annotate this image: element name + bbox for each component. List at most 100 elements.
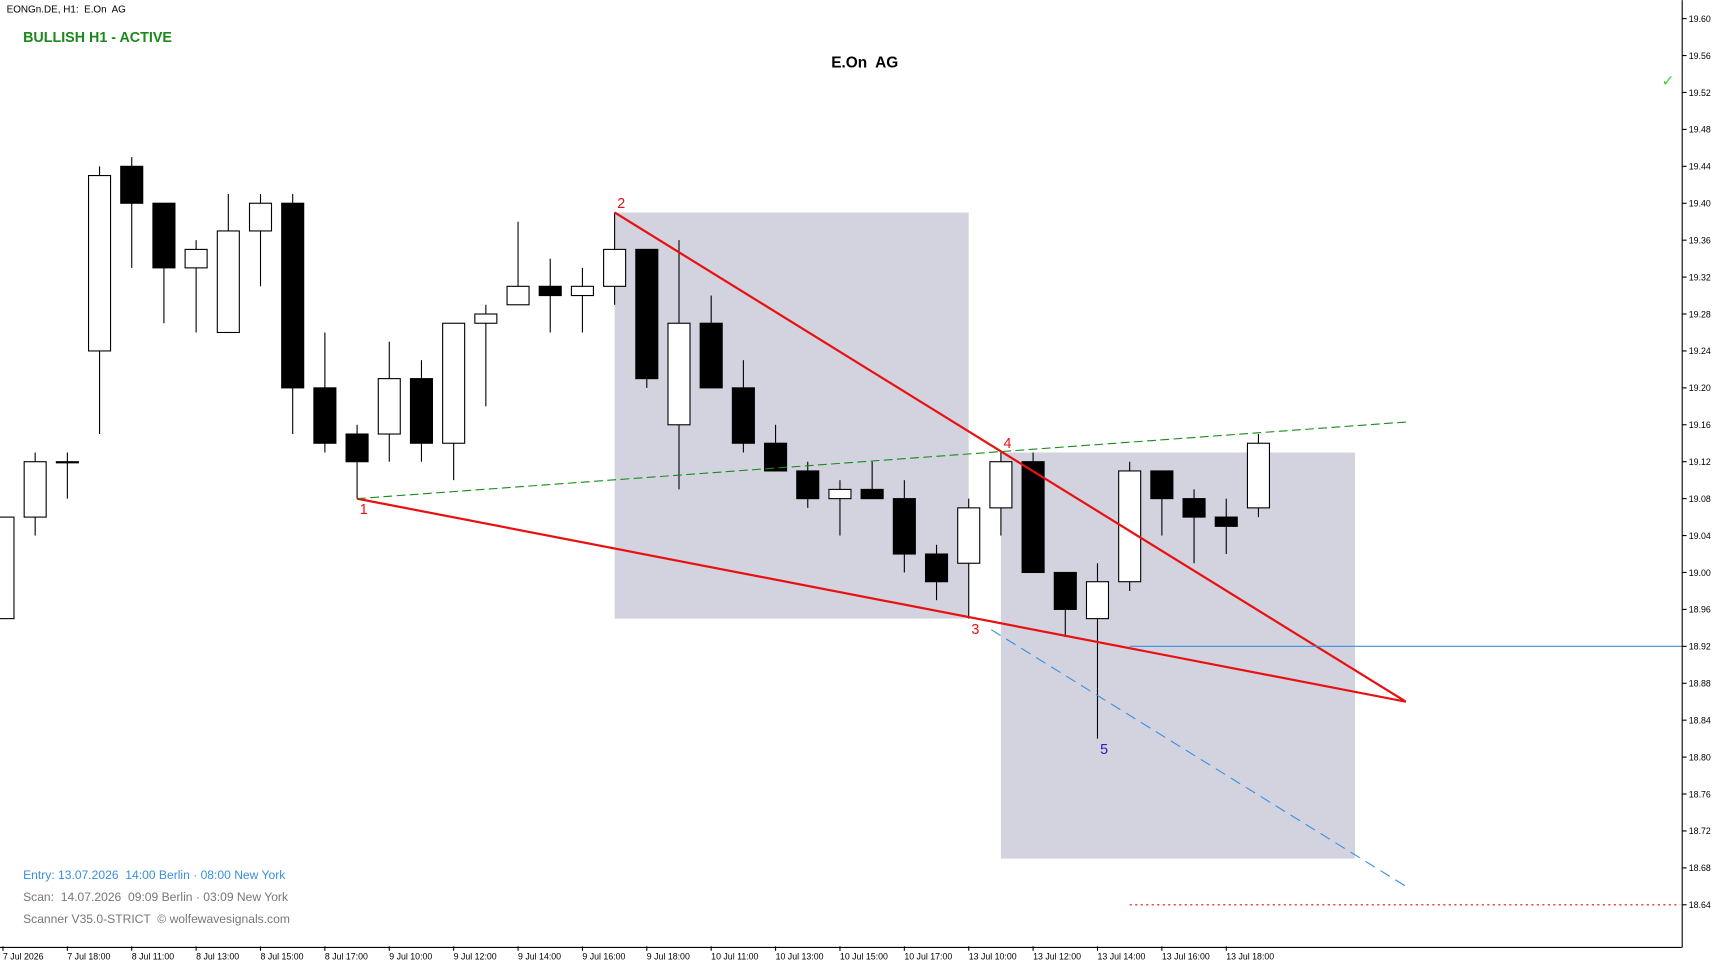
candle-body [603,248,627,287]
y-tick-label: 19.36 [1689,235,1711,245]
candles [0,157,1270,739]
y-tick-label: 18.88 [1689,679,1711,689]
candle-body [281,202,305,389]
overlay-lines: 1 2 3 4 5 [356,196,1683,906]
candle-body [474,313,498,324]
candle-body [506,285,530,306]
candle-body [731,387,755,444]
x-tick-label: 13 Jul 16:00 [1162,952,1210,962]
x-tick-label: 8 Jul 13:00 [196,952,239,962]
candle-body [1053,571,1077,610]
y-tick-label: 19.28 [1689,309,1711,319]
x-tick-label: 10 Jul 11:00 [711,952,758,962]
y-tick-label: 18.96 [1689,605,1711,615]
wave-point-label: 1 [360,502,368,518]
wave-point-label: 2 [617,196,625,212]
info-entry: Entry: 13.07.2026 14:00 Berlin · 08:00 N… [23,868,286,882]
candle-body [796,470,820,500]
candle-body [23,461,47,518]
y-tick-label: 19.16 [1689,420,1711,430]
pattern-line [614,211,1407,703]
candle-body [924,553,949,583]
y-tick-label: 18.68 [1689,863,1711,873]
wave-point-label: 4 [1004,436,1012,452]
x-tick-label: 9 Jul 14:00 [518,952,561,962]
candle-body [1246,442,1270,509]
candle-body [345,433,369,463]
y-tick-label: 19.60 [1689,14,1711,24]
chart-title: E.On AG [831,54,898,71]
y-tick-label: 19.56 [1689,51,1711,61]
x-tick-label: 8 Jul 11:00 [132,952,174,962]
candle-body [570,285,594,297]
candle-body [313,387,337,444]
y-tick-label: 19.24 [1689,346,1711,356]
x-tick-label: 9 Jul 18:00 [647,952,690,962]
x-tick-label: 10 Jul 17:00 [904,952,952,962]
candle-body [87,175,112,352]
x-tick-label: 13 Jul 18:00 [1226,952,1274,962]
candle-body [828,488,852,500]
y-tick-label: 18.80 [1689,752,1711,762]
x-tick-label: 8 Jul 15:00 [261,952,304,962]
x-tick-label: 13 Jul 14:00 [1097,952,1145,962]
candle-body [1182,498,1206,518]
axes: 18.64 18.68 18.72 18.76 18.80 18.84 18.88 18.92… [2,14,1711,962]
x-tick-label: 9 Jul 12:00 [454,952,497,962]
candle-body [989,461,1013,509]
candle-body [538,285,562,297]
wave-point-label: 5 [1100,742,1108,758]
x-tick-label: 13 Jul 12:00 [1033,952,1081,962]
y-tick-label: 19.20 [1689,383,1711,393]
x-tick-label: 13 Jul 10:00 [969,952,1017,962]
zone-rectangle [1000,452,1356,859]
candle-body [1150,470,1174,500]
pattern-line [357,421,1406,500]
y-tick-label: 19.40 [1689,199,1711,209]
candle-body [860,488,884,500]
y-tick-label: 19.48 [1689,125,1711,135]
check-mark: ✓ [1661,73,1674,90]
candle-body [1085,581,1110,620]
y-tick-label: 19.44 [1689,162,1711,172]
pattern-line [356,497,1407,703]
candle-body [248,202,273,232]
y-tick-label: 18.76 [1689,789,1711,799]
wave-point-label: 3 [971,622,979,638]
pattern-line [990,629,1407,887]
y-tick-label: 18.84 [1689,715,1711,725]
overlay-rectangles [614,212,1356,859]
candle-body [764,442,788,472]
x-tick-label: 7 Jul 2026 [3,952,44,962]
candle-body [377,378,401,435]
info-scanner: Scanner V35.0-STRICT © wolfewavesignals.… [23,912,290,926]
candle-body [957,507,981,564]
candle-body [1021,461,1045,574]
x-tick-label: 9 Jul 10:00 [389,952,432,962]
candle-body [1118,470,1142,583]
status-label: BULLISH H1 - ACTIVE [23,30,172,46]
candle-body [667,322,691,426]
x-tick-label: 8 Jul 17:00 [325,952,368,962]
candle-body [120,165,144,204]
candle-body [699,322,723,389]
y-tick-label: 19.12 [1689,457,1711,467]
y-tick-label: 18.92 [1689,642,1711,652]
y-tick-label: 19.52 [1689,88,1711,98]
candle-body [442,322,466,444]
y-tick-label: 19.08 [1689,494,1711,504]
candle-body [635,248,659,380]
x-tick-label: 7 Jul 18:00 [67,952,110,962]
candle-body [0,516,15,620]
y-tick-label: 19.04 [1689,531,1711,541]
y-tick-label: 18.64 [1689,900,1711,910]
y-tick-label: 18.72 [1689,826,1711,836]
candle-body [1214,516,1238,527]
candle-body [409,378,434,444]
info-scan: Scan: 14.07.2026 09:09 Berlin · 03:09 Ne… [23,890,289,904]
candle-body [152,202,176,269]
candle-body [55,461,79,464]
y-tick-label: 19.00 [1689,568,1711,578]
